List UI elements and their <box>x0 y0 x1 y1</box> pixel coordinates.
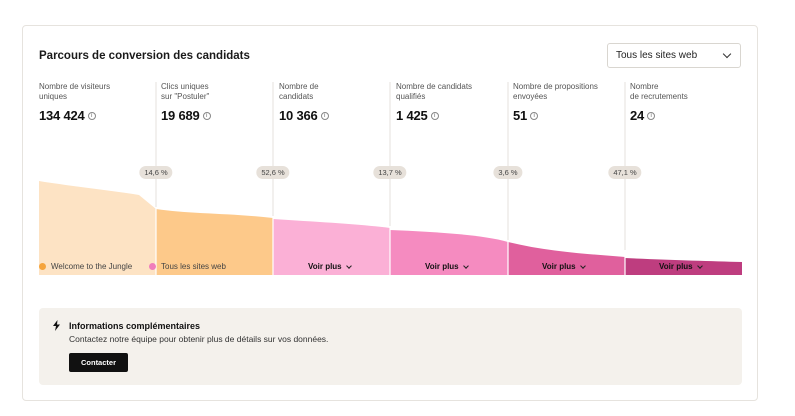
column-label: envoyées <box>513 92 548 101</box>
column-value: 1 425 <box>396 108 428 123</box>
funnel-chart: Nombre de visiteurs uniques 134 424 i Clic… <box>39 82 742 306</box>
info-description: Contactez notre équipe pour obtenir plus… <box>69 334 329 344</box>
column-header-proposals: Nombre de propositions envoyées 51 i <box>513 82 628 123</box>
column-value: 24 <box>630 108 645 123</box>
funnel-svg <box>39 82 742 275</box>
column-value: 134 424 <box>39 108 85 123</box>
legend-dot-icon <box>39 263 46 270</box>
contact-button[interactable]: Contacter <box>69 353 128 372</box>
column-label: de recrutements <box>630 92 688 101</box>
voir-plus-label: Voir plus <box>425 262 459 271</box>
funnel-segment-proposals <box>508 242 625 275</box>
voir-plus-button-candidates[interactable]: Voir plus <box>308 262 352 271</box>
voir-plus-button-hires[interactable]: Voir plus <box>659 262 703 271</box>
conversion-funnel-card: Parcours de conversion des candidats Tou… <box>22 25 758 401</box>
legend-label: Tous les sites web <box>161 262 226 271</box>
voir-plus-label: Voir plus <box>659 262 693 271</box>
chevron-down-icon <box>462 262 469 269</box>
voir-plus-label: Voir plus <box>308 262 342 271</box>
info-title: Informations complémentaires <box>69 321 201 331</box>
column-value: 10 366 <box>279 108 318 123</box>
conversion-rate-badge: 3,6 % <box>493 166 523 179</box>
funnel-segment-visitors <box>39 181 156 275</box>
voir-plus-button-qualified[interactable]: Voir plus <box>425 262 469 271</box>
conversion-rate-badge: 14,6 % <box>139 166 173 179</box>
column-header-hires: Nombre de recrutements 24 i <box>630 82 745 123</box>
column-label: Nombre de visiteurs <box>39 82 111 91</box>
funnel-segment-candidates <box>273 219 390 275</box>
legend-row: Welcome to the Jungle Tous les sites web… <box>39 262 742 276</box>
legend-item-wttj: Welcome to the Jungle <box>39 262 132 271</box>
column-header-clicks: Clics uniques sur "Postuler" 19 689 i <box>161 82 276 123</box>
info-icon[interactable]: i <box>87 111 96 120</box>
column-label: qualifiés <box>396 92 426 101</box>
column-label: candidats <box>279 92 314 101</box>
column-header-visitors: Nombre de visiteurs uniques 134 424 i <box>39 82 154 123</box>
column-header-qualified: Nombre de candidats qualifiés 1 425 i <box>396 82 511 123</box>
conversion-rate-badge: 52,6 % <box>256 166 290 179</box>
additional-info-panel: Informations complémentaires Contactez n… <box>39 308 742 385</box>
column-label: Nombre de candidats <box>396 82 473 91</box>
column-value: 51 <box>513 108 528 123</box>
funnel-segment-hires <box>625 258 742 275</box>
info-icon[interactable]: i <box>202 111 211 120</box>
column-label: Nombre <box>630 82 659 91</box>
legend-dot-icon <box>149 263 156 270</box>
site-filter-value: Tous les sites web <box>616 50 698 61</box>
voir-plus-button-proposals[interactable]: Voir plus <box>542 262 586 271</box>
column-label: Nombre de <box>279 82 319 91</box>
chevron-down-icon <box>345 262 352 269</box>
info-icon[interactable]: i <box>647 111 656 120</box>
column-header-candidates: Nombre de candidats 10 366 i <box>279 82 394 123</box>
lightning-icon <box>53 320 60 331</box>
info-icon[interactable]: i <box>430 111 439 120</box>
legend-label: Welcome to the Jungle <box>51 262 133 271</box>
conversion-rate-badge: 47,1 % <box>608 166 642 179</box>
column-value: 19 689 <box>161 108 200 123</box>
conversion-rate-badge: 13,7 % <box>373 166 407 179</box>
column-label: uniques <box>39 92 68 101</box>
column-label: sur "Postuler" <box>161 92 210 101</box>
card-title: Parcours de conversion des candidats <box>39 50 250 62</box>
info-icon[interactable]: i <box>320 111 329 120</box>
funnel-segment-qualified <box>390 230 508 275</box>
legend-item-all-sites: Tous les sites web <box>149 262 226 271</box>
funnel-segment-clicks <box>156 209 273 275</box>
info-icon[interactable]: i <box>530 111 539 120</box>
voir-plus-label: Voir plus <box>542 262 576 271</box>
chevron-down-icon <box>579 262 586 269</box>
chevron-down-icon <box>696 262 703 269</box>
column-label: Nombre de propositions <box>513 82 598 91</box>
chevron-down-icon <box>722 49 732 59</box>
site-filter-select[interactable]: Tous les sites web <box>607 43 741 68</box>
column-label: Clics uniques <box>161 82 209 91</box>
